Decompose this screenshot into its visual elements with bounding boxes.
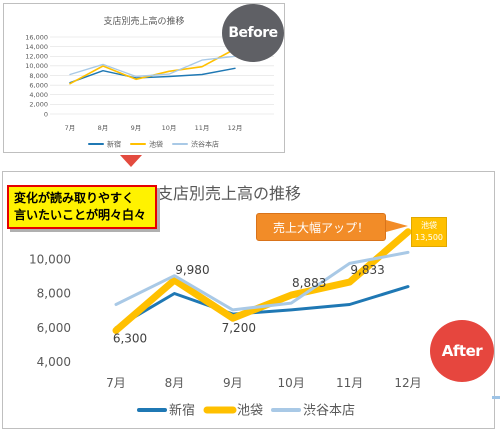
- x-tick-label: 10月: [162, 124, 177, 132]
- legend-label: 池袋: [149, 140, 163, 149]
- annotation-bubble: 売上大幅アップ！: [256, 213, 386, 241]
- arrow-down-icon: [120, 155, 142, 167]
- x-tick-label: 8月: [165, 376, 185, 390]
- x-tick-label: 12月: [228, 124, 243, 132]
- y-tick-label: 4,000: [37, 355, 71, 369]
- y-tick-label: 16,000: [25, 33, 48, 41]
- data-label: 8,883: [292, 276, 326, 290]
- y-tick-label: 12,000: [25, 53, 48, 61]
- y-tick-label: 8,000: [37, 287, 71, 301]
- y-tick-label: 6,000: [37, 321, 71, 335]
- callout-box: 変化が読み取りやすく 言いたいことが明々白々: [7, 185, 157, 229]
- x-tick-label: 10月: [278, 376, 305, 390]
- x-tick-label: 7月: [106, 376, 126, 390]
- series-line-0: [69, 67, 236, 84]
- peak-label-series: 池袋: [421, 221, 437, 230]
- y-tick-label: 10,000: [25, 62, 48, 70]
- series-line-1: [112, 228, 412, 334]
- data-label: 6,300: [113, 331, 147, 345]
- before-badge: Before: [222, 4, 284, 62]
- y-tick-label: 2,000: [29, 101, 48, 109]
- annotation-tail: [386, 220, 408, 232]
- legend-label: 渋谷本店: [303, 404, 355, 419]
- chart-title: 支店別売上高の推移: [157, 184, 301, 203]
- legend-label: 新宿: [169, 403, 195, 419]
- legend-label: 池袋: [237, 404, 263, 419]
- series-line-2: [69, 55, 236, 78]
- data-label: 7,200: [222, 321, 256, 335]
- peak-label-value: 13,500: [415, 233, 443, 242]
- data-label: 9,980: [175, 263, 209, 277]
- series-line-0: [114, 285, 410, 330]
- x-tick-label: 7月: [65, 124, 76, 132]
- x-tick-label: 9月: [131, 124, 142, 132]
- y-tick-label: 0: [44, 110, 48, 118]
- y-tick-label: 4,000: [29, 91, 48, 99]
- y-tick-label: 6,000: [29, 81, 48, 89]
- series-line-2: [114, 250, 410, 312]
- chart-title: 支店別売上高の推移: [103, 15, 184, 27]
- after-badge: After: [430, 320, 494, 382]
- y-tick-label: 10,000: [29, 252, 71, 266]
- side-marker: [492, 396, 500, 399]
- y-tick-label: 8,000: [29, 72, 48, 80]
- x-tick-label: 9月: [223, 376, 243, 390]
- legend-label: 新宿: [107, 140, 121, 149]
- legend-label: 渋谷本店: [191, 140, 219, 149]
- callout-line-1: 変化が読み取りやすく: [14, 191, 135, 205]
- x-tick-label: 8月: [98, 124, 109, 132]
- x-tick-label: 11月: [336, 376, 363, 390]
- data-label: 9,833: [350, 263, 384, 277]
- x-tick-label: 12月: [394, 376, 421, 390]
- callout-line-2: 言いたいことが明々白々: [14, 208, 147, 222]
- peak-data-label: 池袋 13,500: [411, 217, 447, 247]
- x-tick-label: 11月: [195, 124, 210, 132]
- y-tick-label: 14,000: [25, 43, 48, 51]
